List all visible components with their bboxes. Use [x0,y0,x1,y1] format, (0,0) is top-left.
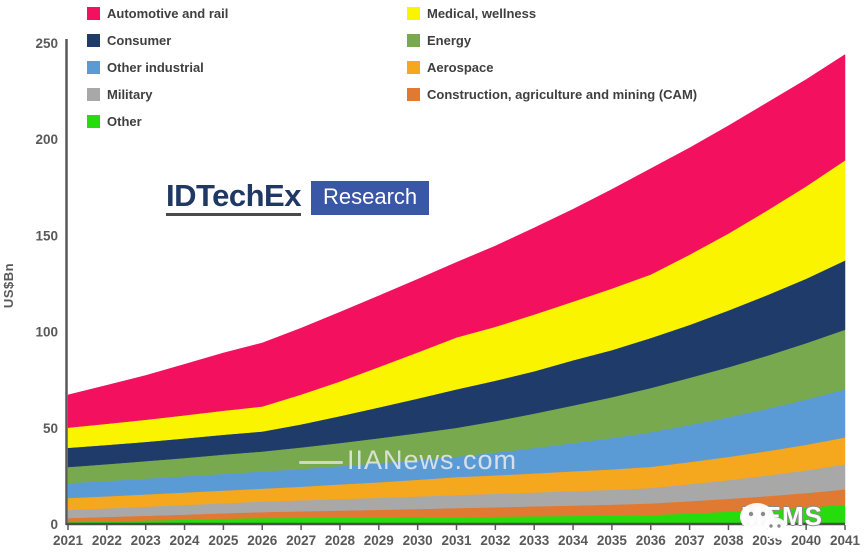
legend-item-medical: Medical, wellness [407,4,697,22]
legend-item-other-industrial: Other industrial [87,58,228,76]
y-tick-label: 50 [43,421,58,436]
y-tick-label: 250 [35,36,58,51]
legend-label: Energy [427,32,472,48]
legend-item-cam: Construction, agriculture and mining (CA… [407,85,697,103]
x-tick-label: 2031 [441,533,472,548]
cam-swatch-icon [407,87,420,101]
y-tick-label: 200 [35,132,58,147]
legend-label: Military [107,86,153,102]
band-automotive [67,54,846,428]
consumer-swatch-icon [87,33,100,47]
mems-watermark: MEMS [737,501,823,542]
stacked-bands [67,54,846,525]
legend-label: Consumer [107,32,172,48]
y-axis: 0 50 100 150 200 250 [35,36,58,532]
legend-item-consumer: Consumer [87,31,228,49]
x-tick-label: 2029 [364,533,394,548]
automotive-swatch-icon [87,6,100,20]
legend-label: Other [107,113,142,129]
aerospace-swatch-icon [407,60,420,74]
legend-label: Other industrial [107,59,204,75]
legend-item-energy: Energy [407,31,697,49]
x-tick-label: 2041 [830,533,861,548]
y-tick-label: 150 [35,228,58,243]
y-axis-title: US$Bn [1,262,17,309]
y-tick-label: 100 [35,325,58,340]
x-tick-label: 2021 [53,533,84,548]
x-tick-label: 2040 [791,533,821,548]
legend-label: Medical, wellness [427,5,537,21]
idtechex-logo: IDTechEx Research [166,180,430,216]
legend-item-aerospace: Aerospace [407,58,697,76]
y-tick-label: 0 [50,517,58,532]
legend-item-military: Military [87,85,228,103]
legend-item-automotive: Automotive and rail [87,4,228,22]
energy-swatch-icon [407,33,420,47]
idtechex-research-box: Research [310,180,430,216]
x-tick-label: 2025 [208,533,239,548]
legend-item-other: Other [87,112,228,130]
x-tick-label: 2030 [403,533,433,548]
x-tick-label: 2033 [519,533,550,548]
other-swatch-icon [87,114,100,128]
legend-label: Construction, agriculture and mining (CA… [427,86,698,102]
legend-label: Automotive and rail [107,5,229,21]
x-tick-label: 2023 [131,533,162,548]
x-axis: 2021 2022 2023 2024 2025 2026 2027 2028 2029 2030… [53,525,861,548]
x-tick-label: 2035 [597,533,628,548]
site-watermark: IIANews.com [347,445,518,475]
x-tick-label: 2037 [675,533,705,548]
legend-column-2: Medical, wellness Energy Aerospace Const… [407,4,697,112]
military-swatch-icon [87,87,100,101]
x-tick-label: 2026 [247,533,278,548]
other-industrial-swatch-icon [87,60,100,74]
legend-column-1: Automotive and rail Consumer Other indus… [87,4,228,139]
x-tick-label: 2028 [325,533,356,548]
x-tick-label: 2034 [558,533,589,548]
x-tick-label: 2022 [92,533,122,548]
idtechex-brand-text: IDTechEx [166,180,301,216]
x-tick-label: 2036 [636,533,667,548]
wechat-icon [740,503,787,542]
x-tick-label: 2027 [286,533,316,548]
x-tick-label: 2024 [170,533,201,548]
x-tick-label: 2038 [713,533,744,548]
watermark-dash [299,461,343,464]
legend-label: Aerospace [427,59,494,75]
medical-swatch-icon [407,6,420,20]
x-tick-label: 2032 [480,533,510,548]
